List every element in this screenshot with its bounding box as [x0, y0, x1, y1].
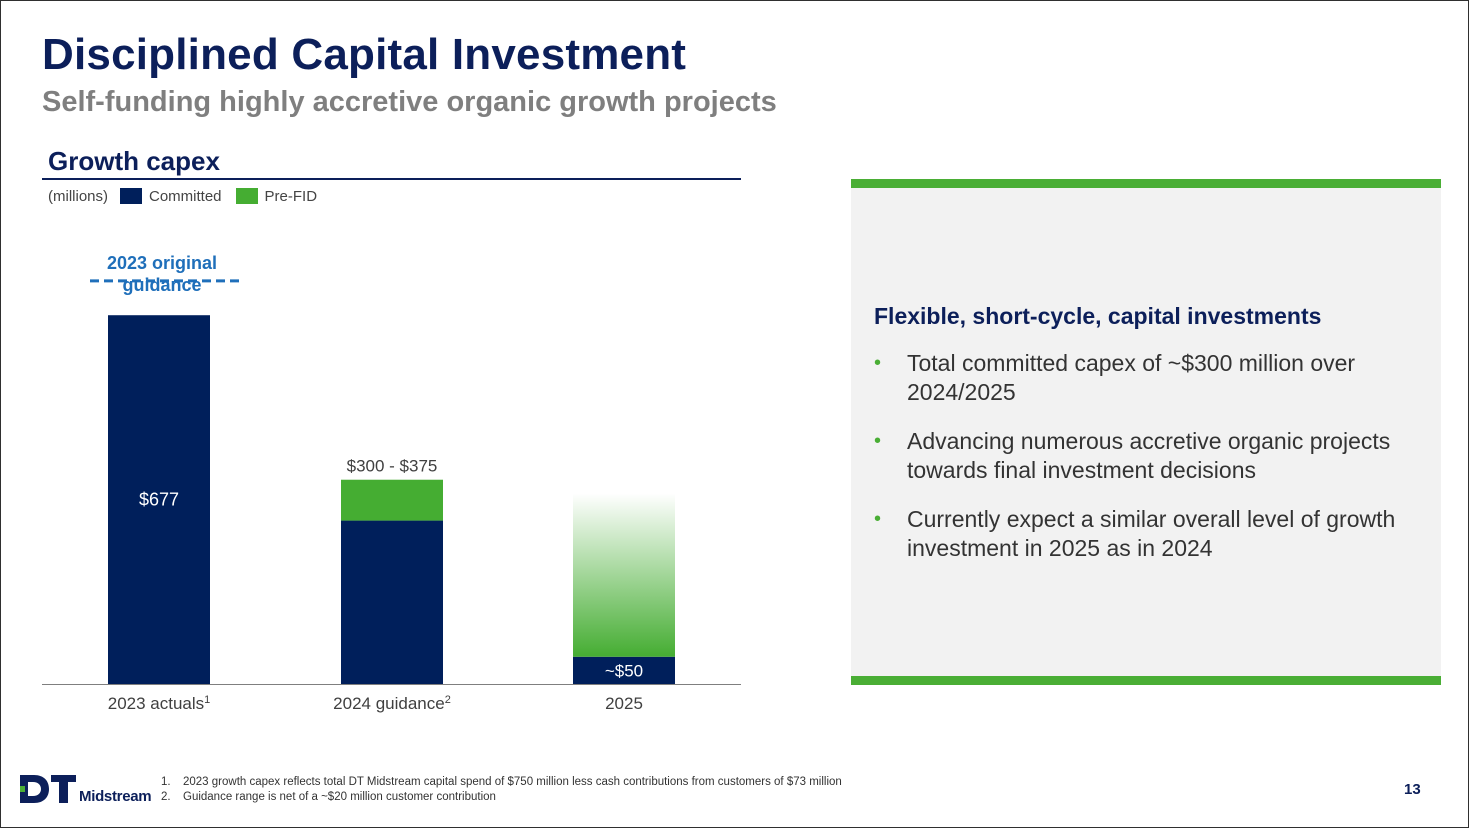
dt-logo-mark-icon: [20, 775, 76, 803]
x-tick-superscript: 1: [204, 694, 210, 706]
bullet-item: • Advancing numerous accretive organic pr…: [874, 427, 1424, 485]
legend-label-pre-fid: Pre-FID: [264, 187, 318, 205]
footnotes: 1. 2023 growth capex reflects total DT Mi…: [161, 775, 842, 805]
panel-bottom-accent: [851, 676, 1441, 685]
footnote-item: 2. Guidance range is net of a ~$20 millio…: [161, 790, 842, 805]
chart-title: Growth capex: [48, 146, 220, 176]
chart-title-rule: [42, 178, 741, 180]
units-label: (millions): [48, 187, 108, 205]
bar-pre-fid-1: [341, 479, 443, 521]
growth-capex-chart: 2023 actuals1 2024 guidance2 2025 $677 $300 …: [42, 279, 741, 713]
bullet-item: • Total committed capex of ~$300 million …: [874, 349, 1424, 407]
bullet-dot-icon: •: [874, 508, 882, 530]
footnote-item: 1. 2023 growth capex reflects total DT Mi…: [161, 775, 842, 790]
data-label-2025: ~$50: [605, 661, 643, 680]
panel-top-accent: [851, 179, 1441, 188]
legend-entry-committed: Committed: [120, 188, 222, 205]
x-tick-label: 2024 guidance2: [333, 694, 451, 713]
bullet-text: Advancing numerous accretive organic pro…: [907, 428, 1391, 483]
panel-heading: Flexible, short-cycle, capital investmen…: [874, 303, 1322, 329]
slide-subtitle: Self-funding highly accretive organic gr…: [42, 86, 777, 118]
legend-swatch-committed: [120, 188, 142, 204]
x-tick-label: 2023 actuals1: [108, 694, 211, 713]
footnote-number: 2.: [161, 791, 171, 803]
legend-label-committed: Committed: [149, 187, 222, 205]
bullet-text: Total committed capex of ~$300 million o…: [907, 350, 1356, 405]
logo-wordmark: Midstream: [79, 788, 152, 805]
footnote-number: 1.: [161, 776, 171, 788]
data-label-2024: $300 - $375: [347, 457, 438, 476]
slide-title: Disciplined Capital Investment: [42, 30, 687, 79]
bullet-dot-icon: •: [874, 430, 882, 452]
x-tick-label: 2025: [605, 694, 643, 713]
panel-bullet-list: • Total committed capex of ~$300 million …: [874, 349, 1424, 583]
bar-committed-0: [108, 315, 210, 684]
bar-committed-1: [341, 520, 443, 684]
bullet-item: • Currently expect a similar overall leve…: [874, 505, 1424, 563]
bar-pre-fid-2: [573, 493, 675, 657]
footnote-text: Guidance range is net of a ~$20 million …: [183, 791, 496, 803]
guidance-annotation-label: 2023 original guidance: [106, 253, 218, 295]
bullet-dot-icon: •: [874, 352, 882, 374]
legend-entry-pre-fid: Pre-FID: [235, 187, 318, 205]
highlights-panel: Flexible, short-cycle, capital investmen…: [851, 179, 1441, 685]
dt-midstream-logo: Midstream: [20, 775, 152, 805]
footnote-text: 2023 growth capex reflects total DT Mids…: [183, 776, 842, 788]
page-number: 13: [1404, 781, 1421, 798]
bar-committed-2: [573, 656, 675, 684]
legend-swatch-pre-fid: [235, 188, 258, 204]
chart-legend: (millions) Committed Pre-FID: [48, 186, 331, 206]
bullet-text: Currently expect a similar overall level…: [907, 506, 1396, 561]
x-tick-superscript: 2: [445, 694, 451, 706]
data-label-2023: $677: [139, 490, 179, 510]
